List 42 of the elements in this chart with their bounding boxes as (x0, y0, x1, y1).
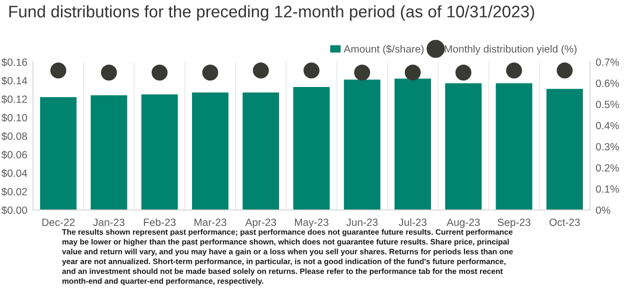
bar (496, 83, 532, 210)
x-tick-label: Aug-23 (446, 218, 480, 228)
bar (242, 92, 280, 210)
x-tick-label: Jun-23 (346, 218, 378, 226)
bar (40, 97, 77, 210)
y2-tick-label: 0.5% (596, 100, 619, 108)
x-tick-label: Feb-23 (144, 218, 176, 226)
y-tick-label: $0.00 (1, 206, 28, 214)
bar (546, 88, 583, 210)
y2-tick-label: 0.7% (596, 58, 619, 66)
y-tick-label: $0.10 (1, 114, 28, 122)
x-tick-label: Mar-23 (194, 218, 226, 226)
y-tick-label: $0.14 (1, 76, 28, 85)
x-tick-label: Sep-23 (498, 218, 530, 228)
chart-title: Fund distributions for the preceding 12-month period (as of 10/31/2023) (9, 5, 534, 21)
y2-tick-label: 0.1% (596, 185, 619, 193)
bar (192, 92, 228, 210)
y-tick-label: $0.04 (1, 169, 28, 178)
x-tick-label: Oct-23 (550, 218, 580, 226)
x-tick-label: May-23 (294, 218, 328, 228)
y2-tick-label: 0.6% (596, 80, 619, 88)
x-tick-label: Jul-23 (398, 218, 426, 226)
bar (344, 80, 380, 210)
y-tick-label: $0.06 (1, 150, 27, 159)
y2-tick-label: 0.4% (596, 122, 619, 130)
bar (445, 83, 482, 210)
y-tick-label: $0.12 (1, 95, 27, 104)
y2-tick-label: 0% (596, 206, 610, 214)
legend-label: Amount ($/share) (344, 44, 424, 55)
y-tick-label: $0.16 (1, 58, 27, 66)
bar (141, 94, 178, 210)
bar (90, 95, 128, 210)
y-tick-label: $0.02 (1, 188, 27, 196)
y2-tick-label: 0.2% (596, 164, 619, 172)
y2-tick-label: 0.3% (596, 143, 619, 150)
x-tick-label: Jan-23 (93, 218, 124, 226)
bar (293, 86, 330, 210)
legend-label: Monthly distribution yield (%) (444, 45, 576, 55)
bar (394, 78, 431, 210)
y-tick-label: $0.08 (1, 132, 27, 140)
x-tick-label: Dec-22 (42, 218, 75, 226)
x-tick-label: Apr-23 (245, 218, 276, 228)
